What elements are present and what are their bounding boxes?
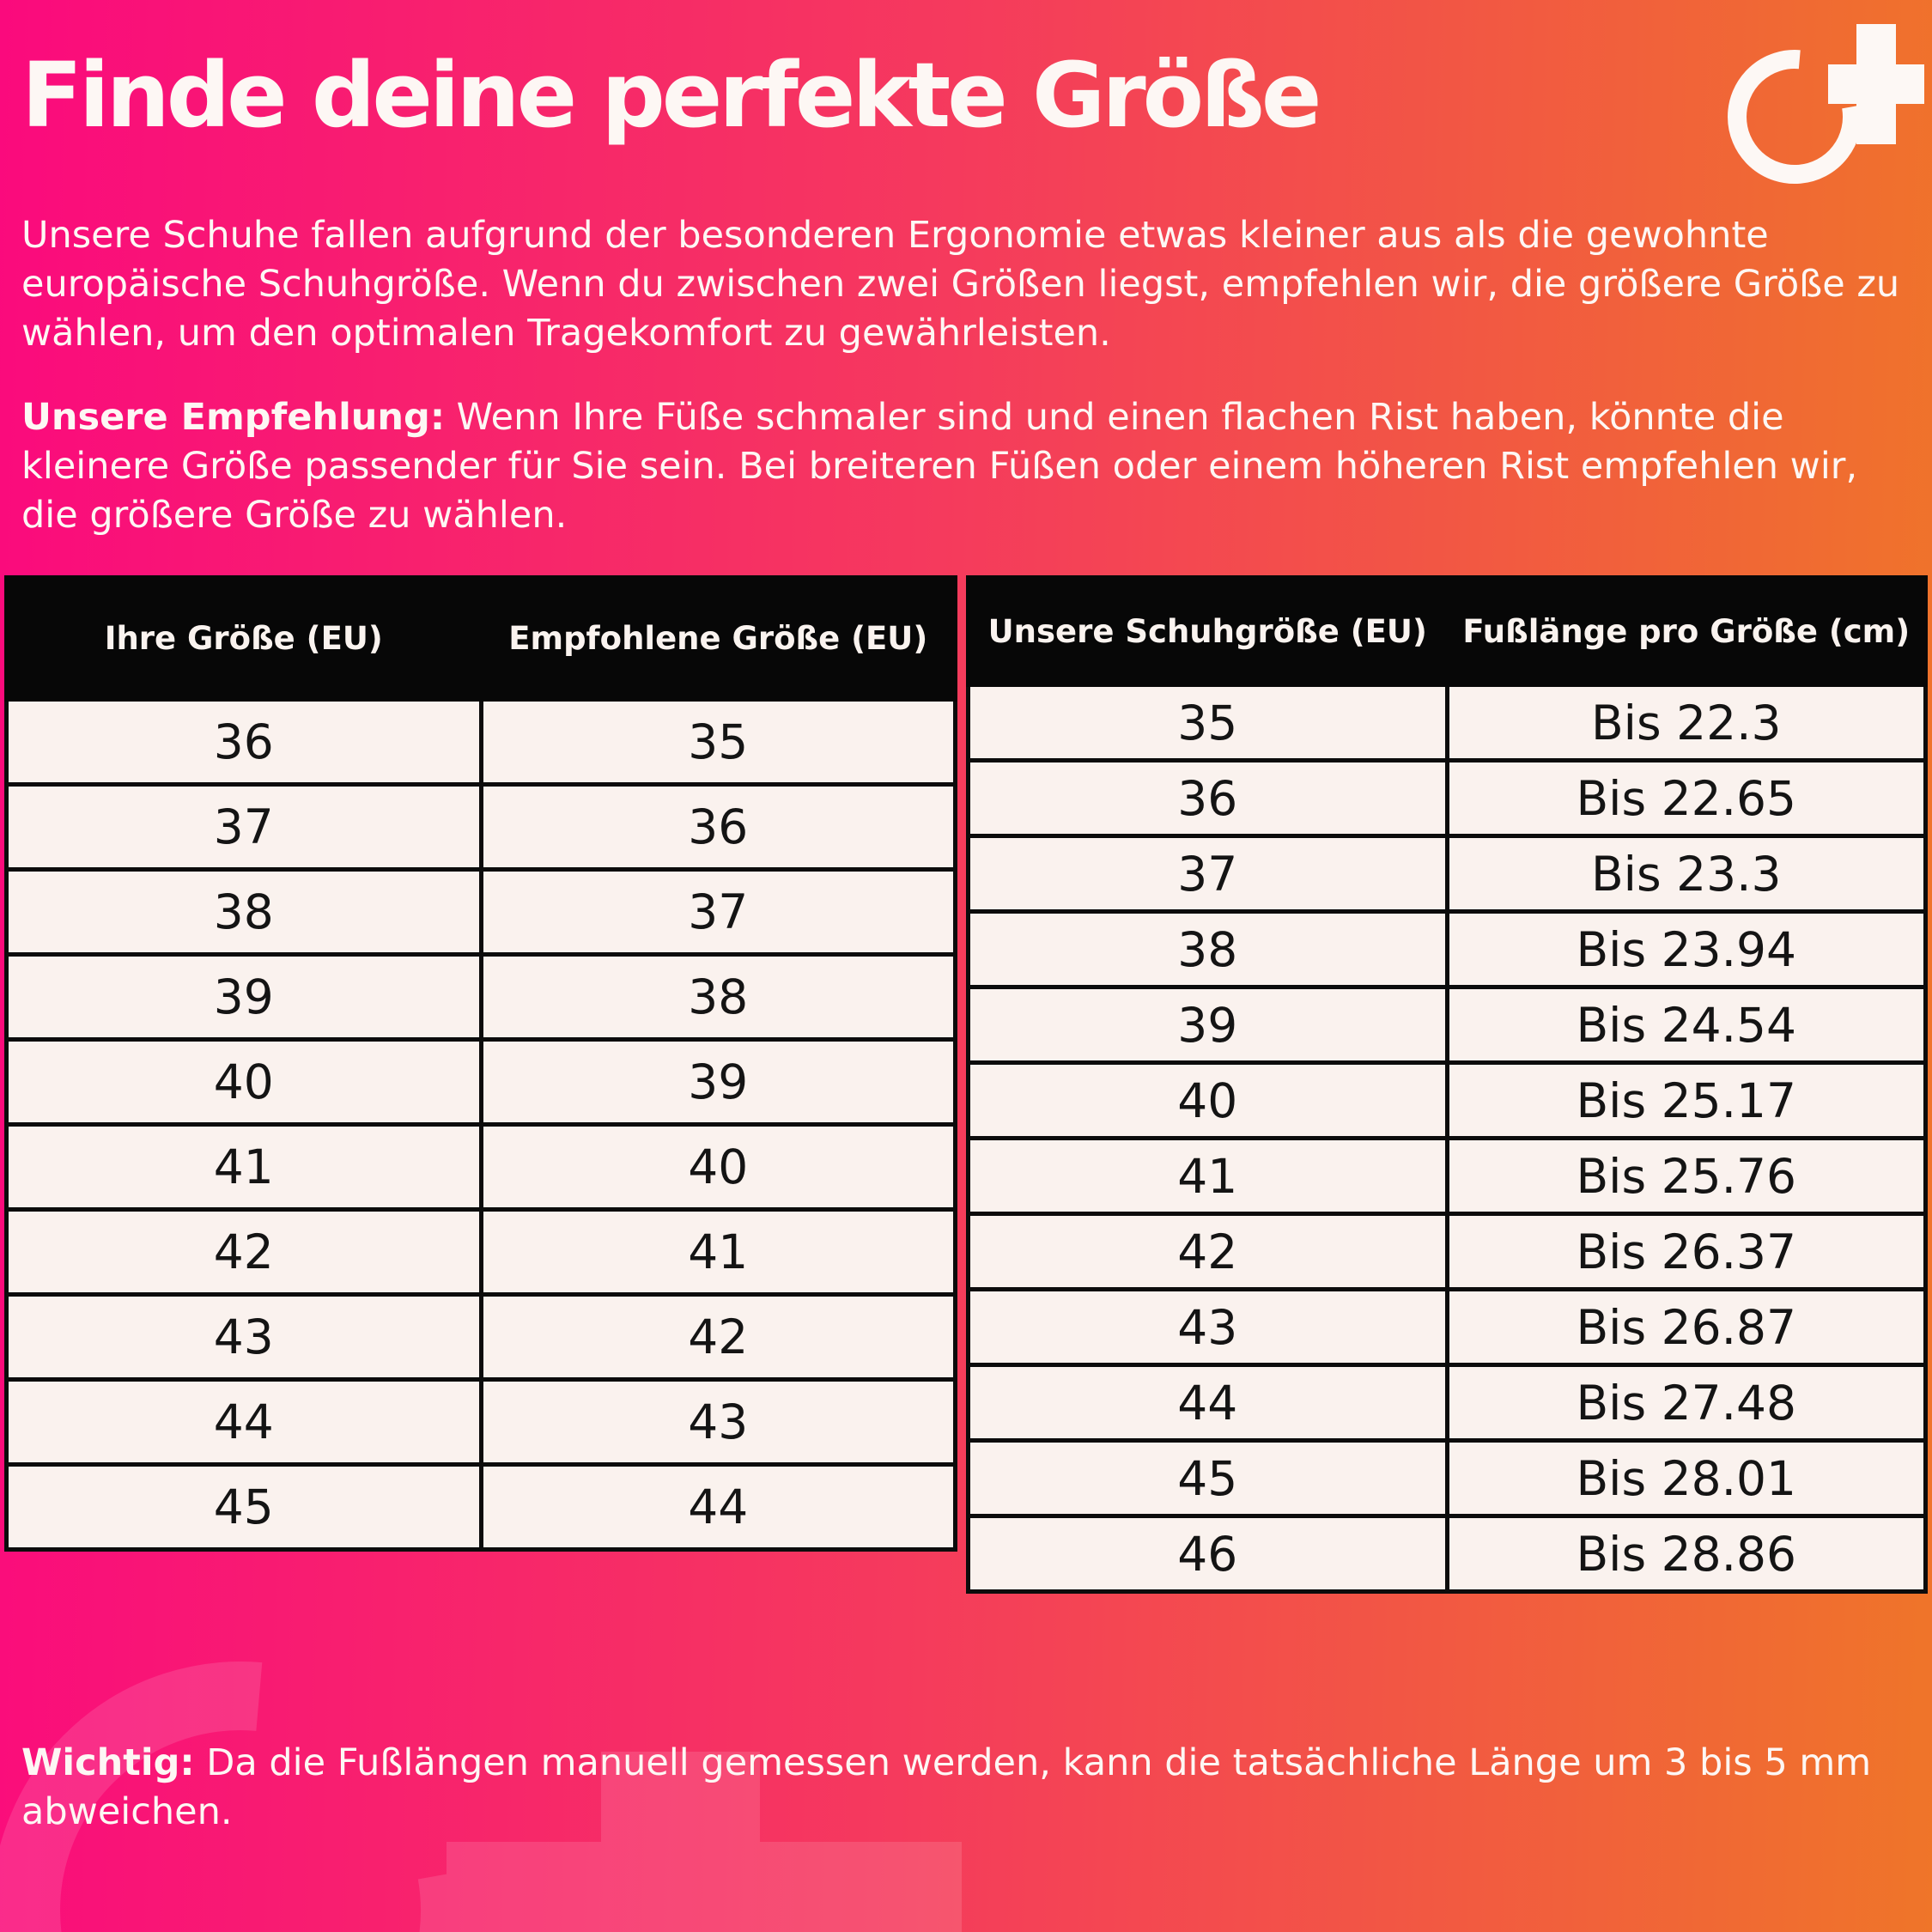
table-cell: 43 xyxy=(478,1377,957,1467)
table-cell: 36 xyxy=(478,782,957,872)
table-row: 41 Bis 25.76 xyxy=(966,1136,1928,1216)
table-cell: 45 xyxy=(966,1438,1449,1518)
column-header-foot-length: Fußlänge pro Größe (cm) xyxy=(1444,575,1928,687)
recommendation-label: Unsere Empfehlung: xyxy=(21,396,446,439)
table-header-row: Unsere Schuhgröße (EU) Fußlänge pro Größ… xyxy=(966,575,1928,687)
table-cell: Bis 28.86 xyxy=(1444,1514,1928,1594)
o-plus-logo-icon xyxy=(1728,24,1924,185)
table-row: 43 42 xyxy=(4,1292,957,1382)
table-row: 42 Bis 26.37 xyxy=(966,1212,1928,1291)
page-title: Finde deine perfekte Größe xyxy=(21,43,1321,148)
table-cell: 35 xyxy=(478,697,957,787)
table-cell: 36 xyxy=(4,697,483,787)
table-cell: 38 xyxy=(966,909,1449,989)
note-text: Wichtig: Da die Fußlängen manuell gemess… xyxy=(21,1739,1902,1837)
note-label: Wichtig: xyxy=(21,1741,195,1784)
table-row: 45 Bis 28.01 xyxy=(966,1438,1928,1518)
table-cell: 43 xyxy=(4,1292,483,1382)
table-cell: 39 xyxy=(966,985,1449,1065)
table-row: 36 35 xyxy=(4,697,957,787)
intro-text: Unsere Schuhe fallen aufgrund der besond… xyxy=(21,214,1900,355)
column-header-our-shoe-size: Unsere Schuhgröße (EU) xyxy=(966,575,1449,687)
table-cell: 39 xyxy=(478,1037,957,1127)
table-cell: 42 xyxy=(966,1212,1449,1291)
table-cell: 41 xyxy=(966,1136,1449,1216)
table-cell: 40 xyxy=(4,1037,483,1127)
table-cell: Bis 26.37 xyxy=(1444,1212,1928,1291)
table-cell: Bis 28.01 xyxy=(1444,1438,1928,1518)
table-cell: 45 xyxy=(4,1462,483,1552)
table-cell: 38 xyxy=(4,867,483,957)
table-cell: 46 xyxy=(966,1514,1449,1594)
table-cell: 37 xyxy=(478,867,957,957)
table-row: 46 Bis 28.86 xyxy=(966,1514,1928,1594)
table-row: 39 Bis 24.54 xyxy=(966,985,1928,1065)
table-row: 45 44 xyxy=(4,1462,957,1552)
table-row: 40 39 xyxy=(4,1037,957,1127)
table-cell: 41 xyxy=(478,1207,957,1297)
recommendation-text: Unsere Empfehlung: Wenn Ihre Füße schmal… xyxy=(21,393,1902,539)
table-row: 39 38 xyxy=(4,952,957,1042)
table-cell: Bis 22.65 xyxy=(1444,758,1928,838)
table-cell: 37 xyxy=(4,782,483,872)
table-cell: 44 xyxy=(478,1462,957,1552)
table-row: 38 37 xyxy=(4,867,957,957)
table-cell: Bis 23.94 xyxy=(1444,909,1928,989)
recommendation-body: Wenn Ihre Füße schmaler sind und einen f… xyxy=(21,396,1858,537)
table-cell: Bis 23.3 xyxy=(1444,834,1928,914)
table-row: 37 36 xyxy=(4,782,957,872)
o-plus-watermark-icon xyxy=(0,1662,962,1932)
table-row: 44 Bis 27.48 xyxy=(966,1363,1928,1443)
table-cell: 42 xyxy=(4,1207,483,1297)
table-cell: 35 xyxy=(966,683,1449,762)
column-header-your-size: Ihre Größe (EU) xyxy=(4,575,483,702)
table-row: 44 43 xyxy=(4,1377,957,1467)
table-row: 43 Bis 26.87 xyxy=(966,1287,1928,1367)
table-cell: Bis 25.76 xyxy=(1444,1136,1928,1216)
table-cell: 39 xyxy=(4,952,483,1042)
table-cell: Bis 27.48 xyxy=(1444,1363,1928,1443)
table-cell: 44 xyxy=(966,1363,1449,1443)
table-cell: 44 xyxy=(4,1377,483,1467)
column-header-recommended-size: Empfohlene Größe (EU) xyxy=(478,575,957,702)
table-cell: 37 xyxy=(966,834,1449,914)
table-cell: 41 xyxy=(4,1122,483,1212)
size-conversion-table: Ihre Größe (EU) Empfohlene Größe (EU) 36… xyxy=(4,575,957,1552)
table-cell: Bis 22.3 xyxy=(1444,683,1928,762)
table-cell: 42 xyxy=(478,1292,957,1382)
table-cell: Bis 25.17 xyxy=(1444,1060,1928,1140)
table-row: 35 Bis 22.3 xyxy=(966,683,1928,762)
table-row: 40 Bis 25.17 xyxy=(966,1060,1928,1140)
table-cell: Bis 24.54 xyxy=(1444,985,1928,1065)
table-cell: Bis 26.87 xyxy=(1444,1287,1928,1367)
table-row: 37 Bis 23.3 xyxy=(966,834,1928,914)
table-row: 41 40 xyxy=(4,1122,957,1212)
table-cell: 36 xyxy=(966,758,1449,838)
table-cell: 43 xyxy=(966,1287,1449,1367)
table-header-row: Ihre Größe (EU) Empfohlene Größe (EU) xyxy=(4,575,957,702)
table-cell: 40 xyxy=(478,1122,957,1212)
table-row: 38 Bis 23.94 xyxy=(966,909,1928,989)
table-row: 36 Bis 22.65 xyxy=(966,758,1928,838)
table-cell: 40 xyxy=(966,1060,1449,1140)
foot-length-table: Unsere Schuhgröße (EU) Fußlänge pro Größ… xyxy=(966,575,1928,1594)
table-cell: 38 xyxy=(478,952,957,1042)
table-row: 42 41 xyxy=(4,1207,957,1297)
note-body: Da die Fußlängen manuell gemessen werden… xyxy=(21,1741,1872,1833)
